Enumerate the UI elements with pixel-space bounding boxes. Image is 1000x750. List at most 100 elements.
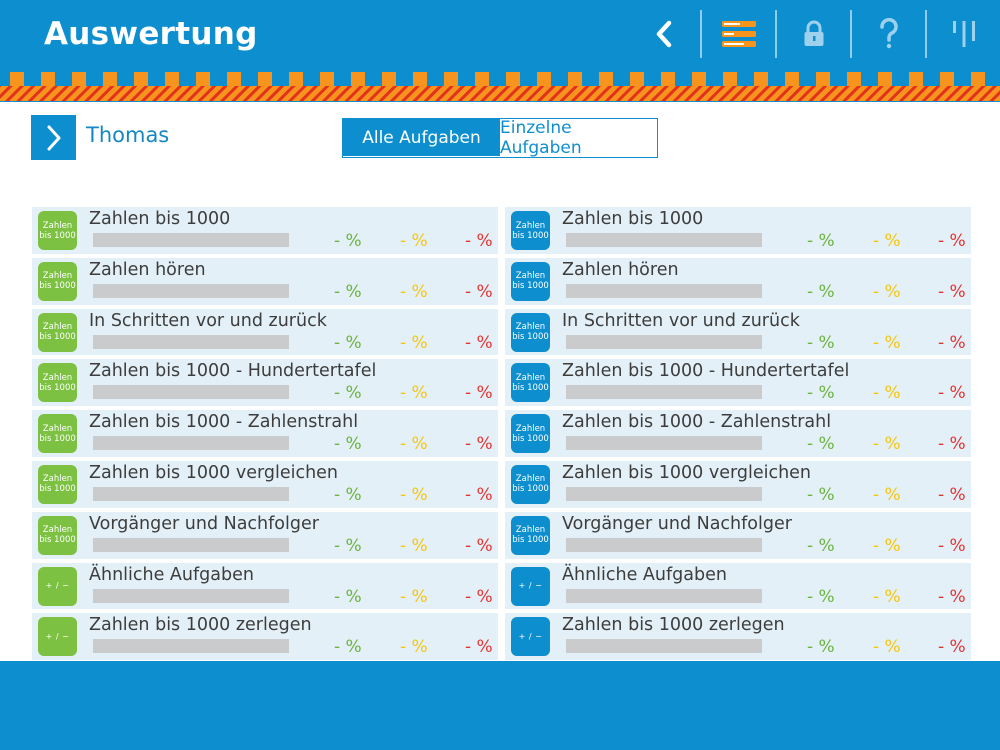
help-button[interactable] [852, 10, 925, 58]
task-row[interactable]: Zahlen bis 1000 Zahlen bis 1000 - % - % - % [32, 207, 498, 254]
task-row[interactable]: Zahlen bis 1000 Zahlen bis 1000 - % - % - % [505, 207, 971, 254]
task-title: Vorgänger und Nachfolger [562, 513, 792, 534]
percent-wrong: - % [938, 281, 966, 302]
progress-bar [93, 486, 289, 501]
results-column-right: Zahlen bis 1000 Zahlen bis 1000- % - % - % Z… [505, 207, 971, 661]
band-crenel [41, 72, 55, 86]
percent-correct: - % [334, 383, 362, 404]
percent-partial: - % [400, 281, 428, 302]
percent-wrong: - % [465, 383, 493, 404]
percent-correct: - % [334, 332, 362, 353]
percent-correct: - % [807, 484, 835, 505]
band-crenel [289, 72, 303, 86]
task-row[interactable]: + / − Ähnliche Aufgaben - % - % - % [32, 562, 498, 610]
percent-wrong: - % [465, 586, 493, 607]
task-title: Zahlen bis 1000 zerlegen [89, 615, 312, 636]
progress-bar [566, 334, 762, 349]
band-crenel [940, 72, 954, 86]
task-title: In Schritten vor und zurück [562, 310, 800, 331]
percent-correct: - % [807, 281, 835, 302]
list-view-icon [721, 21, 756, 47]
lock-button[interactable] [777, 10, 850, 58]
student-next-button[interactable] [31, 115, 76, 160]
percent-partial: - % [873, 383, 901, 404]
task-row[interactable]: Zahlen bis 1000 Zahlen bis 1000 - Hundert… [32, 359, 498, 407]
task-badge-icon: Zahlen bis 1000 [511, 363, 550, 403]
band-crenel [661, 72, 675, 86]
task-filter-tabs: Alle Aufgaben Einzelne Aufgaben [342, 118, 658, 158]
progress-bar [566, 537, 762, 552]
task-row[interactable]: Zahlen bis 1000 Vorgänger und Nachfolger -… [32, 511, 498, 559]
tally-button[interactable] [927, 10, 1000, 58]
percent-wrong: - % [465, 484, 493, 505]
task-row[interactable]: Zahlen bis 1000 Zahlen hören - % - % - % [505, 257, 971, 305]
task-row[interactable]: Zahlen bis 1000 Zahlen hören - % - % - % [32, 257, 498, 305]
percent-partial: - % [400, 383, 428, 404]
progress-bar [93, 588, 289, 603]
progress-bar [566, 588, 762, 603]
task-badge-icon: Zahlen bis 1000 [38, 261, 77, 301]
task-row[interactable]: + / − Zahlen bis 1000 zerlegen - % - % - % [505, 613, 971, 661]
task-title: Zahlen bis 1000 - Zahlenstrahl [562, 412, 832, 433]
band-crenel [537, 72, 551, 86]
task-row[interactable]: Zahlen bis 1000 Zahlen bis 1000 - Zahlens… [32, 410, 498, 457]
task-row[interactable]: Zahlen bis 1000 Zahlen bis 1000 - Zahlens… [505, 410, 971, 457]
task-badge-icon: Zahlen bis 1000 [38, 414, 77, 454]
band-crenel [785, 72, 799, 86]
task-row[interactable]: Zahlen bis 1000 Vorgänger und Nachfolger -… [505, 511, 971, 559]
task-row[interactable]: Zahlen bis 1000 Zahlen bis 1000 vergleich… [32, 460, 498, 508]
task-badge-icon: Zahlen bis 1000 [38, 515, 77, 555]
percent-wrong: - % [465, 434, 493, 455]
tab-einzelne-aufgaben[interactable]: Einzelne Aufgaben [500, 118, 657, 158]
percent-wrong: - % [465, 332, 493, 353]
percent-partial: - % [400, 637, 428, 658]
band-crenel [382, 72, 396, 86]
progress-bar [93, 283, 289, 298]
task-title: Zahlen bis 1000 [89, 209, 231, 229]
task-title: Zahlen bis 1000 - Hundertertafel [562, 361, 850, 382]
percent-wrong: - % [938, 231, 966, 251]
percent-partial: - % [873, 484, 901, 505]
progress-bar [566, 385, 762, 400]
percent-wrong: - % [938, 484, 966, 505]
task-row[interactable]: + / − Zahlen bis 1000 zerlegen - % - % - % [32, 613, 498, 661]
list-view-button[interactable] [702, 10, 775, 58]
tab-alle-aufgaben[interactable]: Alle Aufgaben [343, 119, 500, 156]
task-badge-icon: + / − [511, 617, 550, 657]
results-grid: Zahlen bis 1000 Zahlen bis 1000- % - % - % Z… [32, 207, 972, 661]
progress-bar [93, 639, 289, 654]
percent-correct: - % [334, 434, 362, 455]
percent-correct: - % [807, 586, 835, 607]
band-crenel [506, 72, 520, 86]
task-title: Zahlen bis 1000 - Hundertertafel [89, 361, 377, 382]
task-badge-icon: Zahlen bis 1000 [38, 211, 77, 250]
back-button[interactable] [627, 10, 700, 58]
percent-wrong: - % [938, 434, 966, 455]
band-crenel [134, 72, 148, 86]
progress-bar [93, 334, 289, 349]
task-title: Ähnliche Aufgaben [89, 564, 254, 585]
percent-partial: - % [873, 637, 901, 658]
band-crenel [816, 72, 830, 86]
percent-wrong: - % [938, 383, 966, 404]
band-crenel [165, 72, 179, 86]
toolbar-divider [925, 10, 927, 58]
chevron-right-icon [47, 125, 60, 150]
task-row[interactable]: + / − Ähnliche Aufgaben - % - % - % [505, 562, 971, 610]
task-row[interactable]: Zahlen bis 1000 In Schritten vor und zurü… [505, 308, 971, 356]
decorative-band [0, 72, 1000, 102]
band-crenel [568, 72, 582, 86]
task-row[interactable]: Zahlen bis 1000 In Schritten vor und zurü… [32, 308, 498, 356]
header-toolbar [627, 10, 1000, 58]
task-row[interactable]: Zahlen bis 1000 Zahlen bis 1000 vergleich… [505, 460, 971, 508]
band-crenel [103, 72, 117, 86]
task-title: Zahlen hören [89, 259, 206, 280]
percent-wrong: - % [465, 231, 493, 251]
band-crenel [599, 72, 613, 86]
task-title: In Schritten vor und zurück [89, 310, 327, 331]
percent-correct: - % [334, 231, 362, 251]
task-badge-icon: Zahlen bis 1000 [511, 464, 550, 504]
band-crenel [444, 72, 458, 86]
task-row[interactable]: Zahlen bis 1000 Zahlen bis 1000 - Hundert… [505, 359, 971, 407]
percent-correct: - % [334, 586, 362, 607]
